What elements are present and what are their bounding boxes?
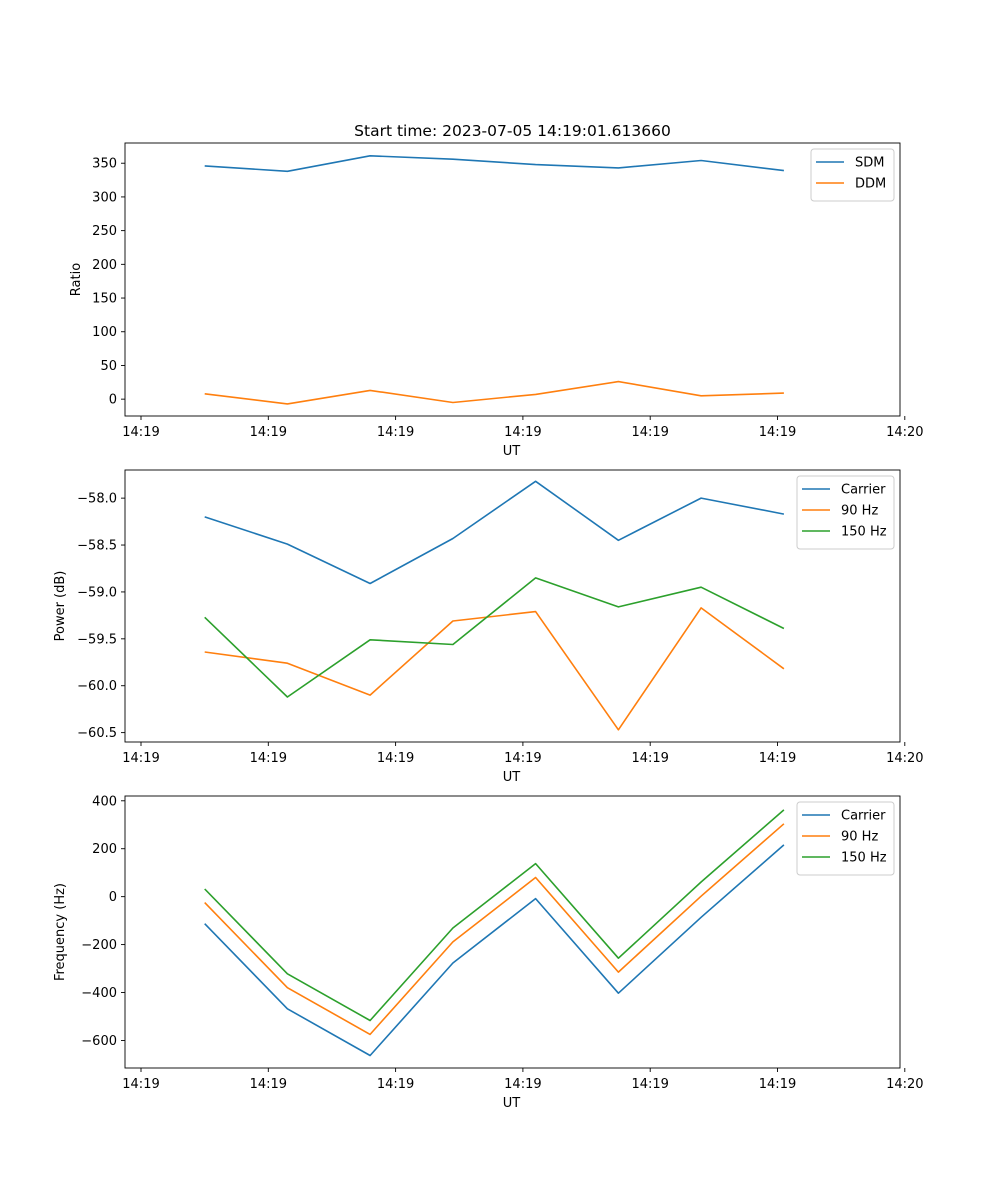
axes-frame [124,142,901,417]
y-tick-label: −58.0 [77,492,117,507]
axes-frame [124,469,901,743]
y-tick-label: −60.0 [77,679,117,694]
legend-entry: SDM [855,156,884,171]
x-tick-label: 14:19 [631,1077,668,1092]
x-tick-label: 14:19 [631,425,668,440]
x-tick-label: 14:19 [250,425,287,440]
y-tick-label: 50 [100,359,117,374]
y-tick-label: 0 [109,393,117,408]
y-tick-label: −200 [81,938,117,953]
x-tick-label: 14:19 [504,425,541,440]
x-tick-label: 14:19 [759,425,796,440]
y-tick-label: −600 [81,1034,117,1049]
y-axis-label: Ratio [69,263,84,296]
y-tick-label: −58.5 [77,539,117,554]
chart-title: Start time: 2023-07-05 14:19:01.613660 [354,122,671,140]
y-tick-label: 400 [92,794,117,809]
x-tick-label: 14:19 [377,1077,414,1092]
x-tick-label: 14:20 [886,1077,923,1092]
legend-entry: 90 Hz [841,504,878,519]
y-axis-label: Frequency (Hz) [53,883,68,981]
y-tick-label: 300 [92,190,117,205]
x-tick-label: 14:19 [504,751,541,766]
series-line-150-hz [204,809,785,1022]
legend: SDM DDM [810,148,895,202]
y-tick-label: 250 [92,224,117,239]
x-tick-label: 14:19 [122,751,159,766]
x-tick-label: 14:19 [504,1077,541,1092]
y-tick-label: 0 [109,890,117,905]
series-line-150-hz [204,577,785,698]
x-axis-label: UT [503,444,521,459]
y-tick-label: −59.5 [77,632,117,647]
series-line-ddm [204,380,784,405]
y-tick-label: −60.5 [77,726,117,741]
x-tick-label: 14:19 [377,751,414,766]
y-tick-label: 200 [92,842,117,857]
x-tick-label: 14:19 [250,1077,287,1092]
x-tick-label: 14:19 [250,751,287,766]
series-line-carrier [204,844,785,1057]
axes-frame [124,795,901,1069]
legend: Carrier 90 Hz 150 Hz [796,801,895,876]
x-tick-label: 14:19 [377,425,414,440]
y-axis-label: Power (dB) [53,571,68,642]
x-tick-label: 14:19 [122,1077,159,1092]
chart-panel-1: 14:19 14:19 14:19 14:19 14:19 14:19 14:20 0 50 10… [69,122,924,459]
legend-entry: 150 Hz [841,851,887,866]
x-tick-label: 14:19 [631,751,668,766]
x-tick-label: 14:20 [886,751,923,766]
legend-entry: 90 Hz [841,830,878,845]
series-line-90-hz [204,823,785,1036]
legend-entry: Carrier [841,483,886,498]
y-tick-label: −400 [81,986,117,1001]
y-tick-label: −59.0 [77,585,117,600]
y-tick-label: 350 [92,157,117,172]
x-tick-label: 14:19 [122,425,159,440]
legend-entry: Carrier [841,809,886,824]
series-line-carrier [204,480,785,585]
x-tick-label: 14:19 [759,1077,796,1092]
legend-entry: DDM [855,177,886,192]
x-axis-label: UT [503,1096,521,1111]
legend-entry: 150 Hz [841,525,887,540]
x-tick-label: 14:20 [886,425,923,440]
chart-panel-2: 14:19 14:19 14:19 14:19 14:19 14:19 14:20 −60.5… [53,469,924,785]
x-tick-label: 14:19 [759,751,796,766]
y-tick-label: 200 [92,258,117,273]
chart-panel-3: 14:19 14:19 14:19 14:19 14:19 14:19 14:20 −600 −… [53,794,924,1111]
series-line-90-hz [204,607,785,731]
legend: Carrier 90 Hz 150 Hz [796,475,895,550]
y-tick-label: 150 [92,292,117,307]
y-tick-label: 100 [92,325,117,340]
x-axis-label: UT [503,770,521,785]
series-line-sdm [204,155,784,173]
